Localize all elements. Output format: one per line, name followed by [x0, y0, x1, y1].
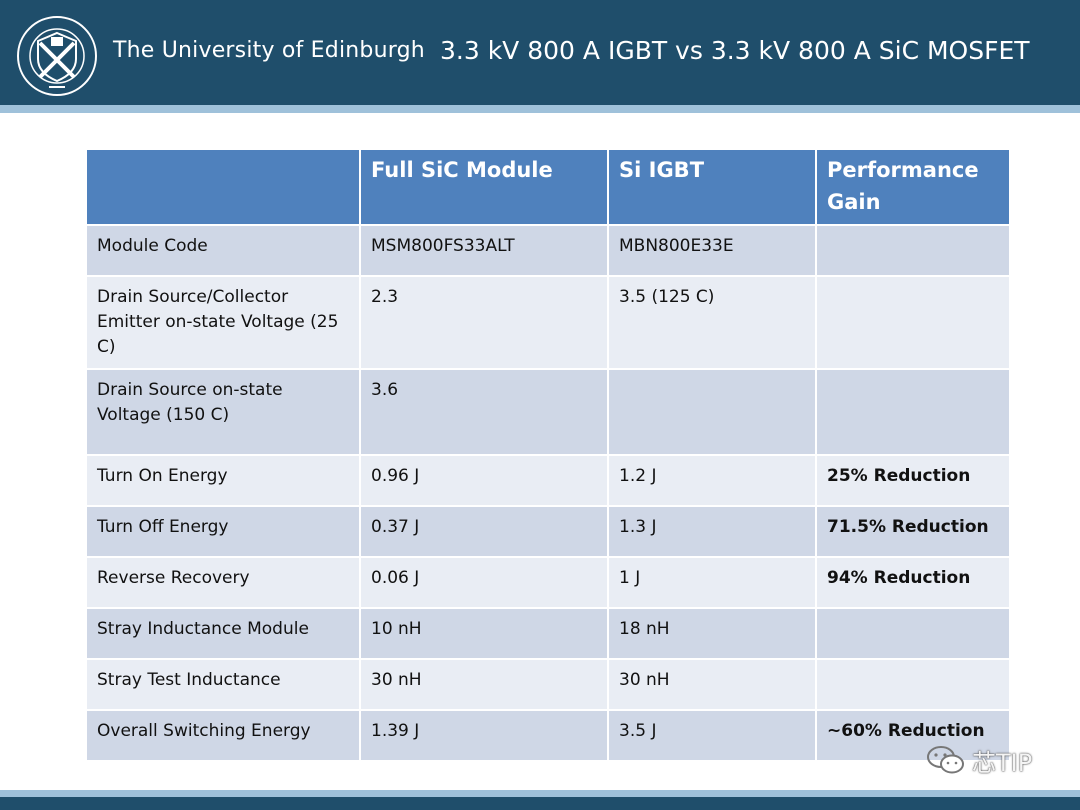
gain-value [815, 607, 1011, 660]
igbt-value: 1.2 J [607, 454, 817, 507]
gain-value [815, 658, 1011, 711]
gain-value [815, 368, 1011, 456]
row-label: Turn Off Energy [85, 505, 361, 558]
sic-value: 2.3 [359, 275, 609, 370]
igbt-value: 3.5 J [607, 709, 817, 762]
footer-stripe-light [0, 790, 1080, 797]
gain-value [815, 275, 1011, 370]
gain-value [815, 224, 1011, 277]
table-row: Module Code MSM800FS33ALT MBN800E33E [85, 224, 1011, 277]
watermark-text: 芯TIP [972, 748, 1033, 777]
university-name: The University of Edinburgh [113, 38, 425, 63]
table-row: Turn On Energy 0.96 J 1.2 J 25% Reductio… [85, 454, 1011, 507]
gain-value: 25% Reduction [815, 454, 1011, 507]
table-row: Overall Switching Energy 1.39 J 3.5 J ~6… [85, 709, 1011, 762]
row-label: Drain Source/Collector Emitter on-state … [85, 275, 361, 370]
comparison-table: Full SiC Module Si IGBT Performance Gain… [85, 148, 1011, 762]
igbt-value: 1.3 J [607, 505, 817, 558]
table-header-row: Full SiC Module Si IGBT Performance Gain [85, 148, 1011, 226]
row-label: Reverse Recovery [85, 556, 361, 609]
gain-value: 71.5% Reduction [815, 505, 1011, 558]
slide-header: The University of Edinburgh 3.3 kV 800 A… [0, 0, 1080, 105]
footer-stripe [0, 797, 1080, 810]
row-label: Stray Inductance Module [85, 607, 361, 660]
header-stripe [0, 105, 1080, 113]
row-label: Turn On Energy [85, 454, 361, 507]
gain-value: ~60% Reduction [815, 709, 1011, 762]
slide-title: 3.3 kV 800 A IGBT vs 3.3 kV 800 A SiC MO… [440, 36, 1030, 65]
header-cell-igbt: Si IGBT [607, 148, 817, 226]
watermark: 芯TIP [926, 740, 1032, 780]
row-label: Drain Source on-state Voltage (150 C) [85, 368, 361, 456]
sic-value: 3.6 [359, 368, 609, 456]
sic-value: 10 nH [359, 607, 609, 660]
igbt-value: 18 nH [607, 607, 817, 660]
igbt-value [607, 368, 817, 456]
table-row: Drain Source on-state Voltage (150 C) 3.… [85, 368, 1011, 456]
row-label: Module Code [85, 224, 361, 277]
header-cell-empty [85, 148, 361, 226]
header-cell-gain: Performance Gain [815, 148, 1011, 226]
sic-value: 30 nH [359, 658, 609, 711]
table-row: Stray Inductance Module 10 nH 18 nH [85, 607, 1011, 660]
igbt-value: 1 J [607, 556, 817, 609]
header-cell-sic: Full SiC Module [359, 148, 609, 226]
row-label: Overall Switching Energy [85, 709, 361, 762]
row-label: Stray Test Inductance [85, 658, 361, 711]
igbt-value: MBN800E33E [607, 224, 817, 277]
table-row: Reverse Recovery 0.06 J 1 J 94% Reductio… [85, 556, 1011, 609]
gain-value: 94% Reduction [815, 556, 1011, 609]
sic-value: MSM800FS33ALT [359, 224, 609, 277]
igbt-value: 3.5 (125 C) [607, 275, 817, 370]
sic-value: 0.37 J [359, 505, 609, 558]
table-row: Stray Test Inductance 30 nH 30 nH [85, 658, 1011, 711]
sic-value: 1.39 J [359, 709, 609, 762]
university-crest-icon [17, 16, 97, 96]
igbt-value: 30 nH [607, 658, 817, 711]
sic-value: 0.96 J [359, 454, 609, 507]
table-row: Turn Off Energy 0.37 J 1.3 J 71.5% Reduc… [85, 505, 1011, 558]
table-row: Drain Source/Collector Emitter on-state … [85, 275, 1011, 370]
wechat-icon [927, 746, 964, 774]
sic-value: 0.06 J [359, 556, 609, 609]
